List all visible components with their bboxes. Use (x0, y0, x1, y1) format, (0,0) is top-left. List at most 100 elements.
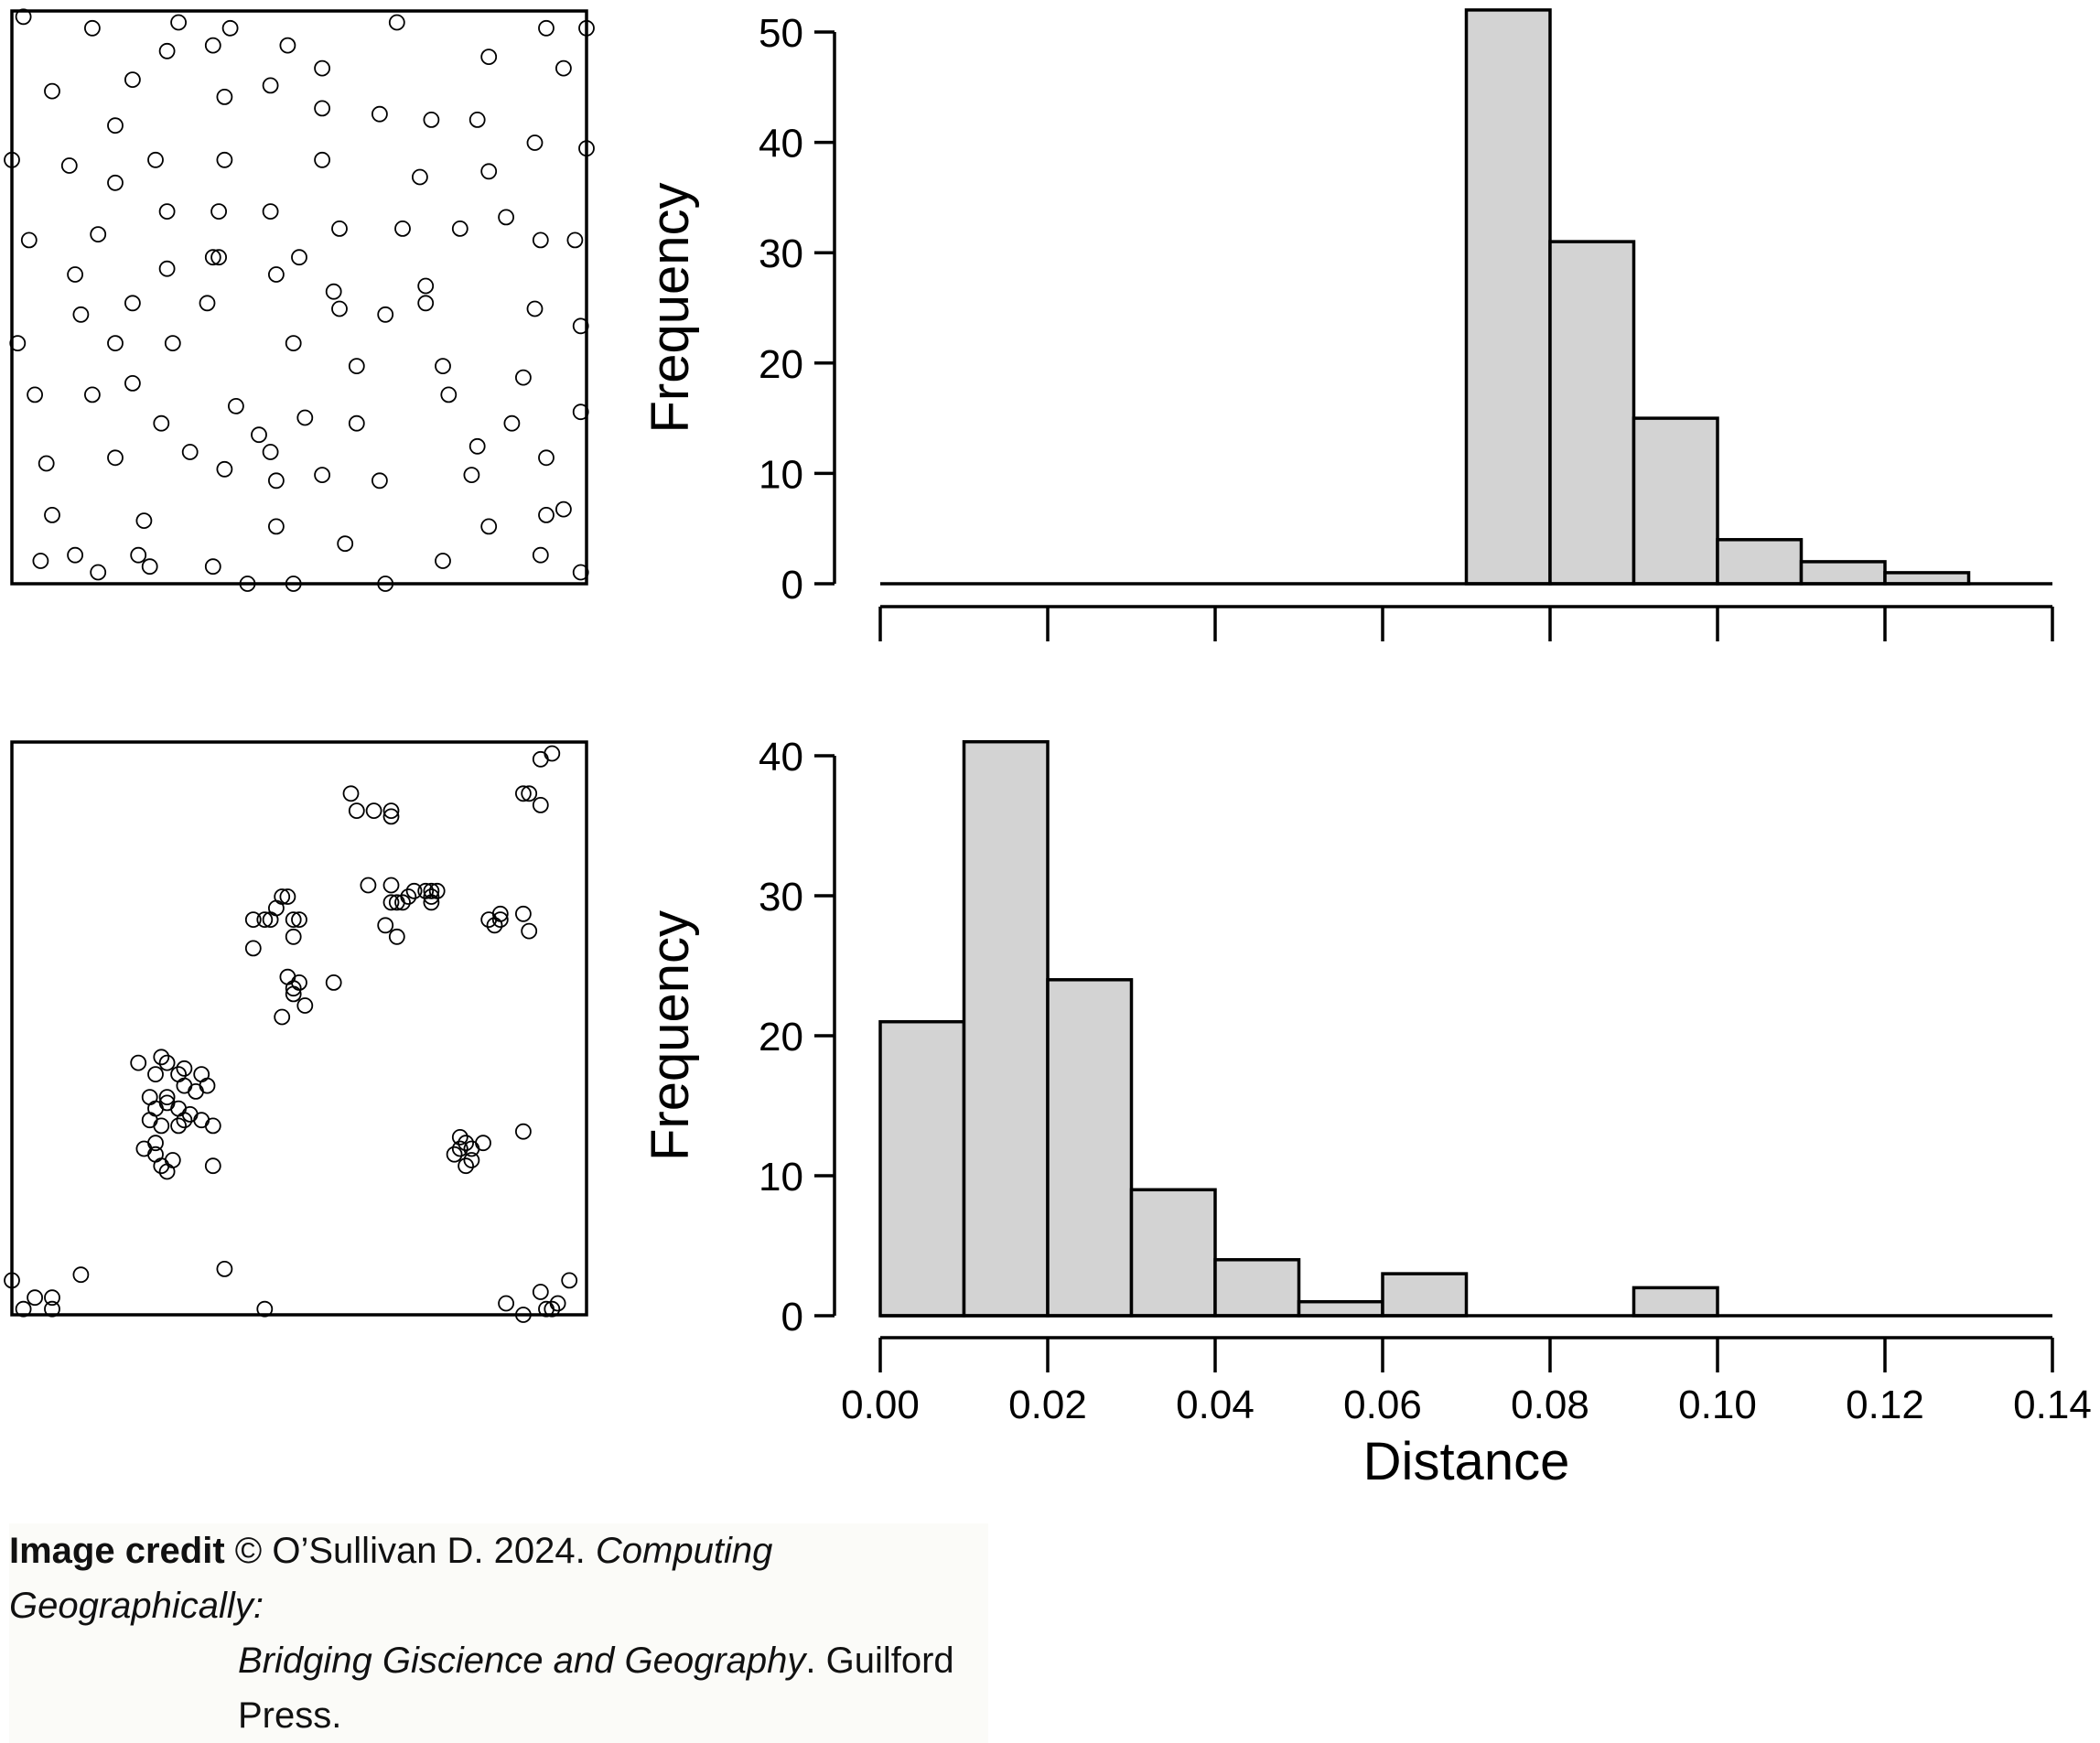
x-tick-label: 0.08 (1511, 1383, 1589, 1427)
point (262, 911, 279, 928)
point (67, 546, 83, 564)
point (285, 980, 302, 997)
point (181, 444, 199, 460)
point (377, 917, 394, 934)
plot-frame (10, 740, 588, 1317)
point-pattern-clustered (4, 740, 588, 1323)
point (72, 1266, 90, 1284)
point (188, 1083, 204, 1100)
x-tick-label: 0.04 (1176, 1383, 1255, 1427)
point (532, 546, 549, 564)
point (164, 1152, 181, 1168)
point (538, 507, 555, 523)
point (417, 295, 435, 312)
point (446, 1146, 463, 1163)
bar (1213, 1258, 1301, 1318)
point (498, 209, 514, 226)
point (480, 163, 498, 180)
point (382, 894, 400, 911)
point (216, 460, 233, 478)
point (44, 1300, 60, 1318)
point (90, 564, 107, 581)
point (158, 1054, 176, 1071)
point (279, 968, 296, 985)
point (199, 295, 216, 312)
point (388, 928, 405, 945)
point (498, 1295, 514, 1312)
point (572, 564, 589, 581)
point (325, 283, 342, 300)
point (388, 894, 405, 911)
point (204, 1117, 221, 1135)
point (135, 512, 153, 529)
x-tick-label: 0.06 (1343, 1383, 1422, 1427)
point (538, 19, 555, 37)
y-tick-label: 20 (759, 1015, 803, 1060)
point (515, 1307, 532, 1323)
point (491, 911, 509, 928)
point (124, 374, 141, 392)
point (405, 882, 423, 899)
point (221, 19, 239, 37)
point (578, 140, 595, 157)
point (291, 911, 307, 928)
point (451, 1140, 468, 1157)
point (158, 203, 176, 221)
point (216, 89, 233, 105)
point (4, 1272, 20, 1289)
credit-title-line2: Bridging Giscience and Geography (238, 1641, 806, 1681)
point (521, 785, 538, 802)
point (371, 472, 388, 490)
point (526, 300, 544, 317)
point (544, 745, 561, 762)
point (193, 1066, 210, 1082)
point (515, 785, 532, 802)
y-tick-label: 40 (759, 122, 803, 167)
point (158, 1163, 176, 1180)
bar (1632, 1286, 1719, 1318)
point (170, 14, 188, 31)
point (107, 117, 124, 134)
credit-label: Image credit (9, 1531, 225, 1571)
bar (1799, 560, 1887, 586)
point (107, 335, 124, 352)
point (451, 220, 468, 237)
x-tick-label: 0.00 (841, 1383, 920, 1427)
y-tick-label: 10 (759, 452, 803, 497)
point (147, 1146, 164, 1163)
bar (1464, 8, 1552, 586)
point (141, 1089, 158, 1105)
point (216, 151, 233, 168)
point (107, 174, 124, 191)
image-credit: Image credit © O’Sullivan D. 2024. Compu… (9, 1523, 988, 1743)
point (164, 335, 181, 352)
point (480, 48, 498, 65)
point (141, 1112, 158, 1129)
point (267, 472, 285, 490)
point (199, 1077, 216, 1094)
point (147, 1066, 164, 1082)
point (544, 1300, 561, 1318)
point (532, 231, 549, 249)
point (124, 295, 141, 312)
point (555, 500, 572, 518)
x-axis-label: Distance (1363, 1432, 1570, 1491)
point (377, 306, 394, 323)
point (176, 1060, 193, 1077)
bar (1632, 416, 1719, 586)
bar (1716, 538, 1804, 586)
histogram-clustered: 0 10 20 30 40 Frequency 0.00 0.02 0.04 0.06 0.08 0.… (641, 735, 2092, 1491)
point (331, 220, 348, 237)
point (475, 1135, 491, 1152)
point (388, 14, 405, 31)
point (251, 426, 267, 444)
point (314, 59, 331, 77)
point (532, 797, 549, 813)
point (44, 507, 60, 523)
point (532, 750, 549, 768)
point (130, 1054, 147, 1071)
point (158, 260, 176, 277)
point (90, 226, 107, 243)
bar (1129, 1188, 1217, 1318)
